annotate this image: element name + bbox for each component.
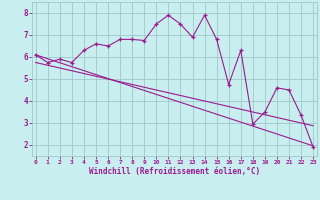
X-axis label: Windchill (Refroidissement éolien,°C): Windchill (Refroidissement éolien,°C): [89, 167, 260, 176]
